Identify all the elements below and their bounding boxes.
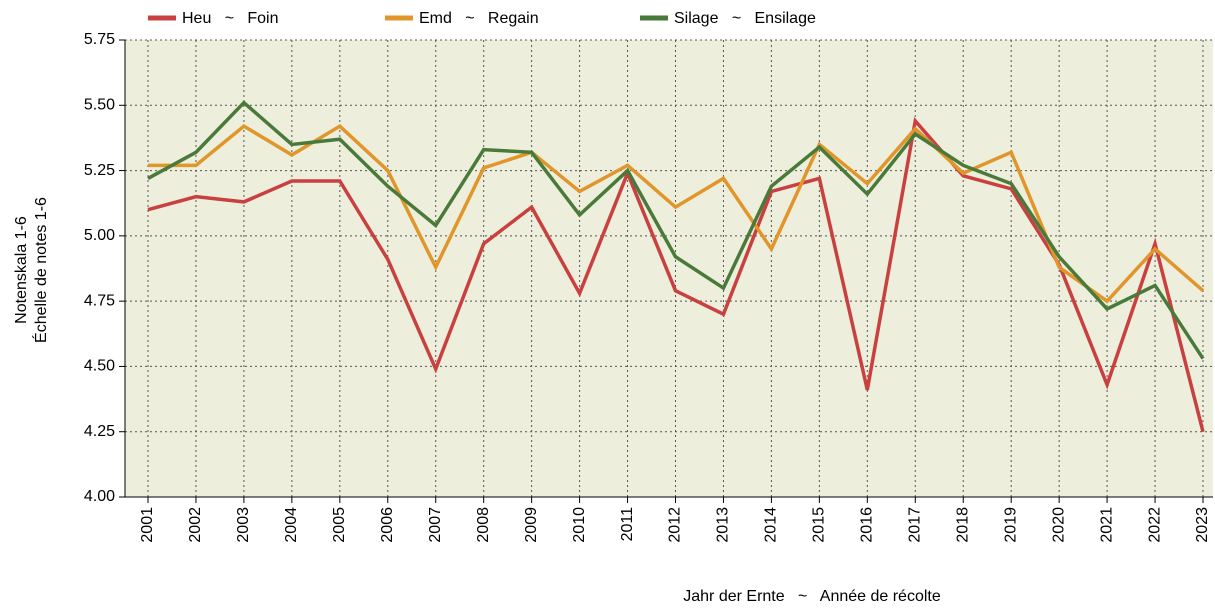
x-axis-label: Jahr der Ernte ~ Année de récolte	[683, 588, 941, 605]
x-tick-label: 2014	[763, 507, 780, 543]
x-tick-label: 2018	[954, 507, 971, 543]
x-tick-label: 2019	[1002, 507, 1019, 543]
x-tick-label: 2009	[523, 507, 540, 543]
x-tick-label: 2006	[379, 507, 396, 543]
x-tick-label: 2012	[667, 507, 684, 543]
x-tick-label: 2001	[139, 507, 156, 543]
x-tick-label: 2004	[283, 507, 300, 543]
x-tick-label: 2017	[906, 507, 923, 543]
x-tick-label: 2005	[331, 507, 348, 543]
x-tick-label: 2015	[811, 507, 828, 543]
x-tick-label: 2003	[235, 507, 252, 543]
series-line	[148, 124, 1205, 304]
series-line	[147, 100, 1205, 360]
legend-label: Emd ~ Regain	[419, 10, 539, 27]
x-tick-label: 2007	[427, 507, 444, 543]
x-tick-label: 2016	[859, 507, 876, 543]
y-tick-label: 5.75	[84, 31, 115, 48]
y-tick-label: 4.25	[84, 423, 115, 440]
y-tick-label: 5.25	[84, 162, 115, 179]
y-tick-label: 4.00	[84, 488, 115, 505]
y-tick-label: 5.00	[84, 227, 115, 244]
x-tick-label: 2021	[1098, 507, 1115, 543]
y-tick-label: 4.75	[84, 292, 115, 309]
y-tick-label: 4.50	[84, 358, 115, 375]
x-tick-label: 2002	[187, 507, 204, 543]
x-tick-label: 2010	[571, 507, 588, 543]
x-tick-label: 2023	[1194, 507, 1211, 543]
legend-label: Heu ~ Foin	[182, 10, 279, 27]
y-axis-label: Échelle de notes 1-6	[31, 197, 50, 343]
x-tick-label: 2022	[1146, 507, 1163, 543]
x-tick-label: 2011	[619, 507, 636, 542]
x-tick-label: 2013	[715, 507, 732, 543]
y-tick-label: 5.50	[84, 97, 115, 114]
y-axis-label: Notenskala 1-6	[13, 216, 30, 324]
x-tick-label: 2020	[1050, 507, 1067, 543]
series-line	[147, 117, 1205, 433]
legend-label: Silage ~ Ensilage	[674, 10, 816, 27]
x-tick-label: 2008	[475, 507, 492, 543]
plot-area	[125, 40, 1213, 497]
